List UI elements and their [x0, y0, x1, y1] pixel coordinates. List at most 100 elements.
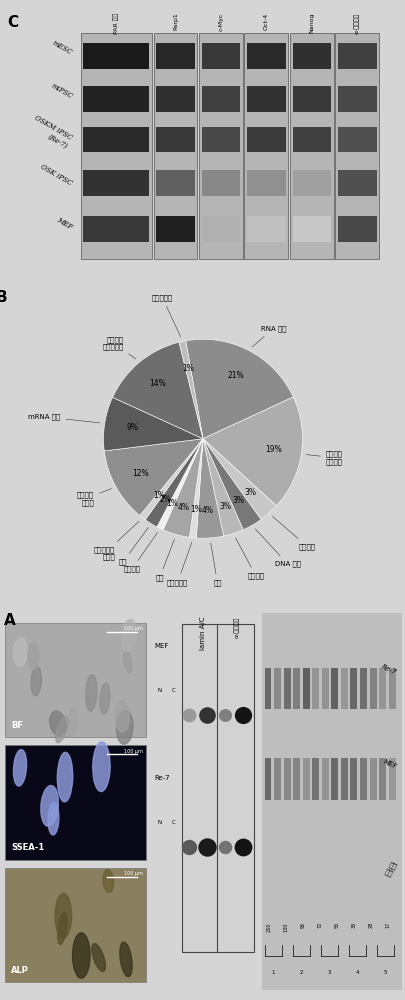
Text: 100 μm: 100 μm	[124, 626, 143, 631]
Bar	[83, 43, 149, 69]
Bar	[198, 33, 242, 259]
Text: 转译: 转译	[155, 539, 174, 581]
Bar	[201, 170, 240, 196]
Wedge shape	[145, 439, 202, 527]
Text: miPSC: miPSC	[49, 82, 74, 101]
Bar	[321, 668, 328, 709]
Text: 1%: 1%	[182, 364, 194, 373]
Ellipse shape	[31, 666, 41, 696]
Bar	[247, 86, 285, 112]
Bar	[335, 33, 378, 259]
Bar	[292, 86, 330, 112]
Text: 1%: 1%	[153, 491, 165, 500]
Bar	[340, 758, 347, 800]
Text: 脂质合成: 脂质合成	[124, 533, 157, 572]
Bar	[369, 758, 375, 800]
Text: c-Myc: c-Myc	[218, 13, 223, 31]
Ellipse shape	[121, 619, 136, 652]
Text: 21%: 21%	[227, 371, 244, 380]
Text: 蛋白质折叠: 蛋白质折叠	[167, 542, 191, 586]
Wedge shape	[202, 439, 276, 520]
Bar	[264, 758, 271, 800]
Text: OSKM iPSC
(Re-7): OSKM iPSC (Re-7)	[29, 114, 74, 150]
Ellipse shape	[85, 675, 97, 711]
Text: MEF: MEF	[154, 643, 168, 649]
Text: Oct-4: Oct-4	[263, 13, 268, 30]
Bar	[247, 43, 285, 69]
Text: α-微管蛋白: α-微管蛋白	[233, 617, 239, 638]
Wedge shape	[104, 439, 202, 516]
Text: N: N	[158, 820, 162, 825]
Bar	[302, 758, 309, 800]
Text: PAR 基化: PAR 基化	[113, 13, 119, 34]
Wedge shape	[112, 342, 202, 439]
Point	[239, 839, 245, 855]
Text: 12%: 12%	[132, 469, 148, 478]
Text: OSK iPSC: OSK iPSC	[39, 163, 74, 188]
Bar	[6, 745, 146, 860]
Wedge shape	[185, 339, 292, 439]
Text: 95: 95	[300, 922, 305, 928]
Bar	[369, 668, 375, 709]
Text: 3%: 3%	[218, 502, 230, 511]
Bar	[337, 216, 376, 242]
Text: Re-7: Re-7	[154, 775, 170, 781]
Bar	[330, 758, 337, 800]
Wedge shape	[202, 439, 243, 536]
Text: 28: 28	[368, 922, 373, 928]
Text: 100 μm: 100 μm	[124, 749, 143, 754]
Bar	[292, 216, 330, 242]
Ellipse shape	[92, 944, 105, 972]
Bar	[337, 170, 376, 196]
Text: ALP: ALP	[11, 966, 29, 975]
Bar	[340, 668, 347, 709]
Text: 19%: 19%	[265, 445, 281, 454]
Text: B: B	[0, 290, 8, 305]
Bar	[247, 127, 285, 152]
Wedge shape	[157, 439, 202, 530]
Bar	[201, 86, 240, 112]
Bar	[6, 867, 146, 982]
Text: 3%: 3%	[232, 496, 244, 505]
Text: 2: 2	[299, 970, 303, 975]
Bar	[156, 43, 194, 69]
Text: 细胞凋亡: 细胞凋亡	[272, 516, 315, 550]
Point	[185, 839, 192, 855]
Bar	[156, 86, 194, 112]
Bar	[388, 758, 395, 800]
Bar	[264, 668, 271, 709]
Bar	[388, 668, 395, 709]
Text: 蛋白质生
物合成: 蛋白质生 物合成	[77, 489, 111, 506]
Bar	[217, 624, 254, 952]
Bar	[156, 216, 194, 242]
Text: DNA 修复: DNA 修复	[255, 529, 300, 567]
Bar	[156, 170, 194, 196]
Ellipse shape	[49, 711, 66, 736]
Text: 4%: 4%	[202, 506, 213, 515]
Point	[185, 707, 192, 723]
Bar	[311, 668, 318, 709]
Text: C: C	[171, 820, 175, 825]
Bar	[156, 127, 194, 152]
Text: 已知
分量: 已知 分量	[383, 861, 397, 878]
Bar	[83, 127, 149, 152]
Text: 蛋白质运输: 蛋白质运输	[151, 294, 180, 337]
Text: SSEA-1: SSEA-1	[11, 843, 45, 852]
Bar	[201, 216, 240, 242]
Bar	[80, 33, 151, 259]
Bar	[359, 668, 366, 709]
Text: A: A	[4, 613, 16, 628]
Ellipse shape	[48, 802, 59, 835]
Bar	[378, 668, 385, 709]
Text: N: N	[158, 688, 162, 693]
Text: Re-7: Re-7	[379, 663, 397, 676]
Ellipse shape	[57, 752, 72, 802]
Bar	[289, 33, 333, 259]
Bar	[201, 43, 240, 69]
Bar	[292, 668, 299, 709]
Bar	[283, 668, 290, 709]
Point	[239, 707, 245, 723]
Bar	[83, 216, 149, 242]
Text: 4%: 4%	[177, 503, 189, 512]
Point	[221, 707, 228, 723]
